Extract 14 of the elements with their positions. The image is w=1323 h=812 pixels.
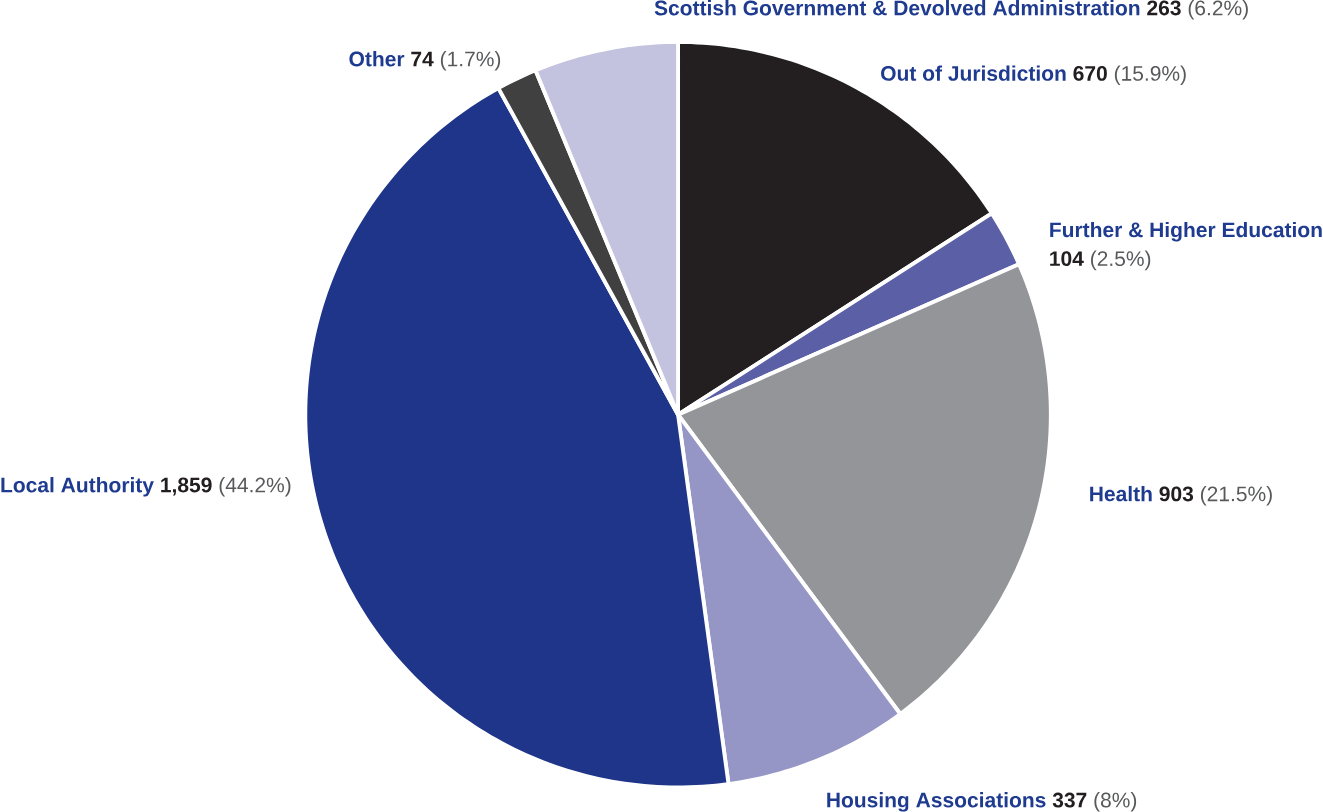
slice-label: Scottish Government & Devolved Administration — [654, 0, 1140, 16]
data-label: 903 (21.5%) — [1159, 486, 1272, 506]
data-label: 74 (1.7%) — [411, 51, 501, 71]
slice-label: Further & Higher Education — [1050, 222, 1322, 242]
data-label: 263 (6.2%) — [1147, 0, 1248, 20]
data-label: 1,859 (44.2%) — [161, 477, 291, 497]
slice-label: Other — [349, 51, 405, 67]
slice-label: Out of Jurisdiction — [881, 65, 1066, 81]
slice-label: Housing Associations — [827, 792, 1046, 812]
data-label: 670 (15.9%) — [1073, 65, 1186, 86]
slice-label: Health — [1090, 486, 1152, 502]
data-label: 337 (8%) — [1052, 792, 1137, 812]
data-label: 104 (2.5%) — [1050, 250, 1151, 271]
slice-label: Local Authority — [1, 477, 154, 497]
